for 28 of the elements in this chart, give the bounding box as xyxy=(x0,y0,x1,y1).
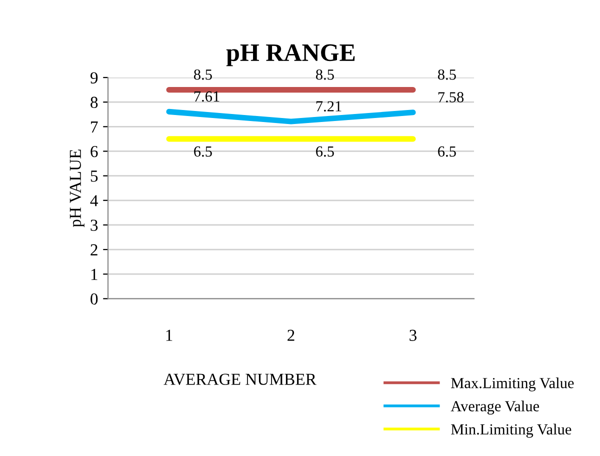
legend-label: Average Value xyxy=(450,400,540,415)
chart-title: pH RANGE xyxy=(226,44,355,66)
y-tick-label: 3 xyxy=(90,220,98,231)
y-tick-label: 2 xyxy=(90,244,98,256)
legend-label: Max.Limiting Value xyxy=(451,377,574,392)
data-label: 8.5 xyxy=(194,69,212,80)
y-axis-title: pH VALUE xyxy=(70,150,84,228)
legend-label: Min.Limiting Value xyxy=(451,424,572,438)
data-label: 7.58 xyxy=(438,92,464,102)
data-label: 7.61 xyxy=(194,91,220,102)
y-tick-label: 7 xyxy=(91,122,98,132)
data-label: 6.5 xyxy=(438,146,456,157)
data-label: 6.5 xyxy=(316,146,334,157)
y-tick-label: 4 xyxy=(90,195,98,206)
y-tick-label: 0 xyxy=(90,293,98,305)
y-tick-label: 6 xyxy=(90,146,98,158)
data-label: 7.21 xyxy=(316,101,342,112)
x-tick-label: 3 xyxy=(410,330,417,341)
x-tick-label: 2 xyxy=(288,330,294,341)
x-tick-label: 1 xyxy=(166,330,172,341)
data-label: 8.5 xyxy=(316,69,334,80)
data-label: 6.5 xyxy=(194,146,212,157)
y-tick-label: 1 xyxy=(91,268,98,280)
y-tick-label: 9 xyxy=(90,72,98,84)
y-tick-label: 5 xyxy=(90,170,98,182)
y-tick-label: 8 xyxy=(90,96,98,108)
data-label: 8.5 xyxy=(438,69,456,80)
x-axis-title: AVERAGE NUMBER xyxy=(164,374,316,386)
